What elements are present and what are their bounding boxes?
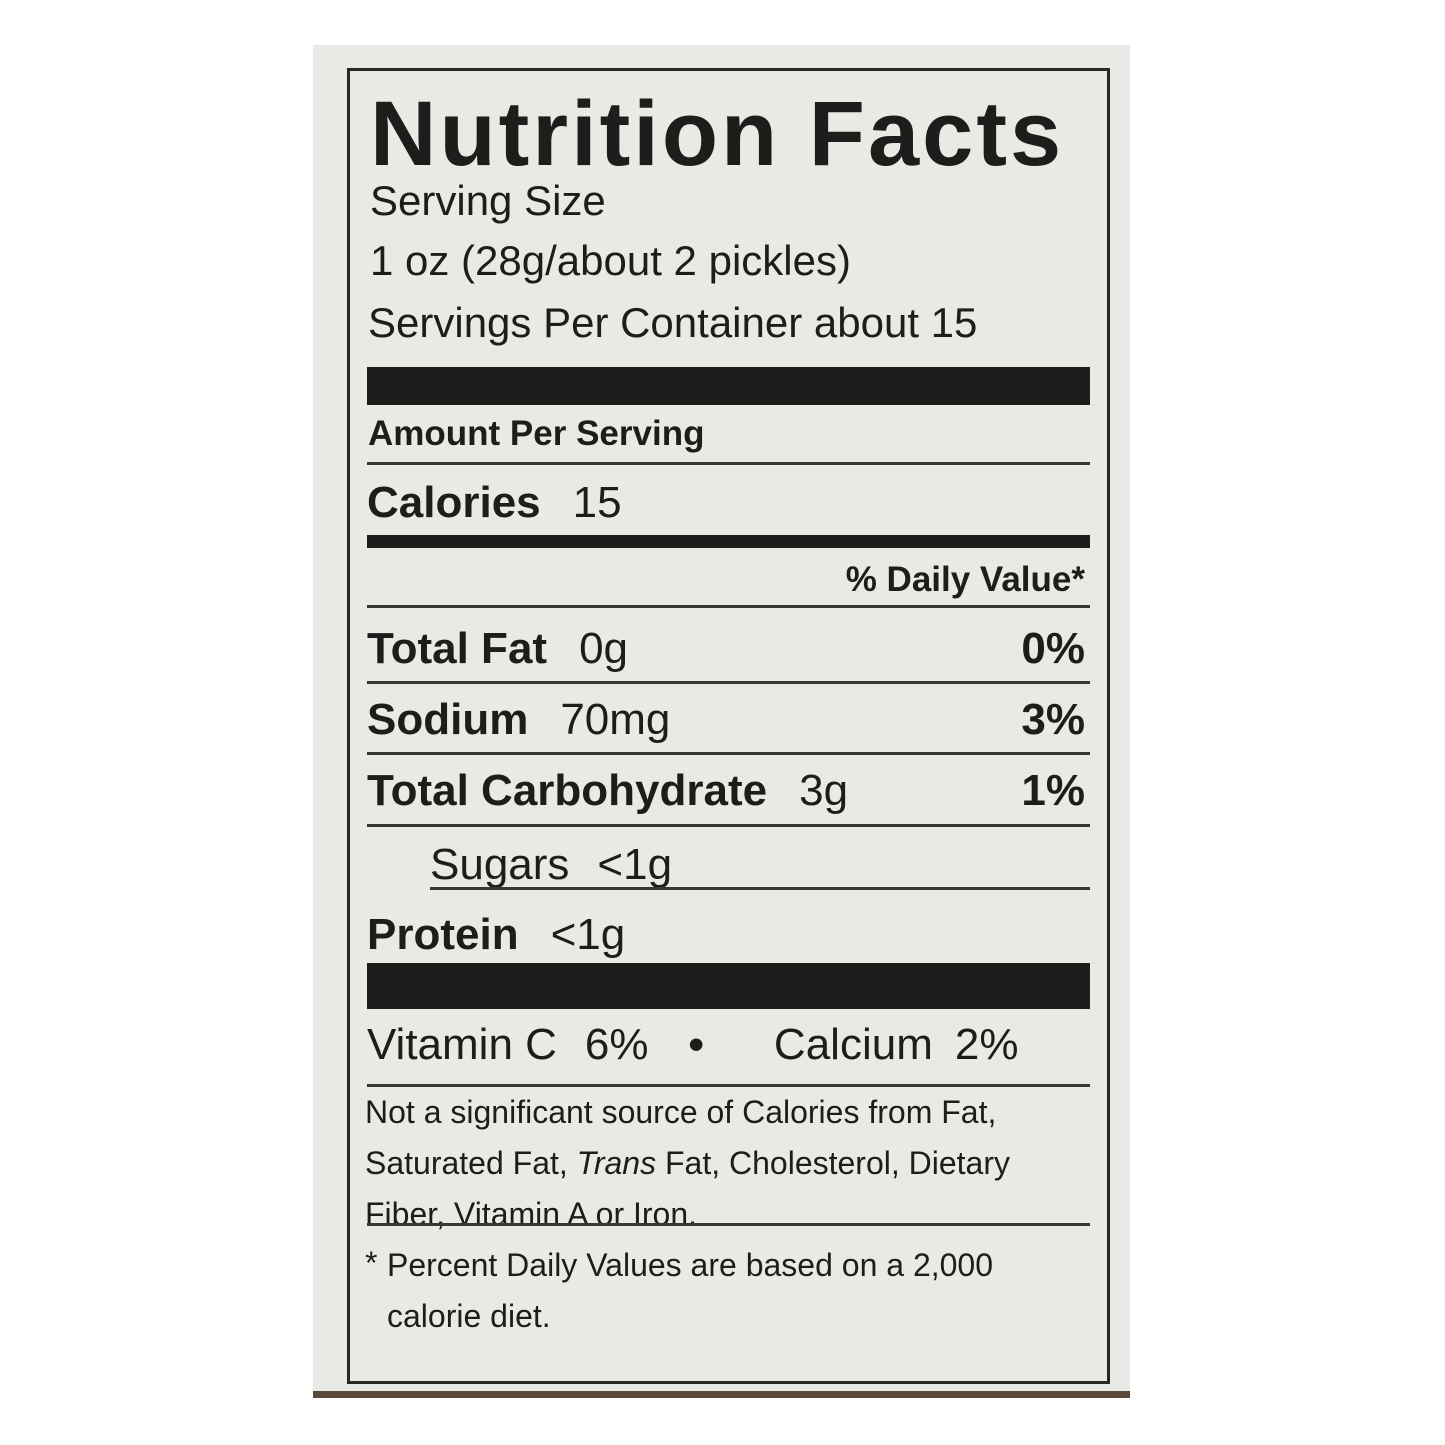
- nutrient-amount: 3g: [799, 766, 849, 815]
- footnote-text: Percent Daily Values are based on a 2,00…: [387, 1247, 994, 1334]
- label-panel: [313, 45, 1130, 1397]
- note-text: Not a significant source of Calories fro…: [365, 1094, 997, 1181]
- divider: [367, 462, 1090, 465]
- nutrient-label: Total Carbohydrate: [367, 766, 768, 815]
- nutrient-amount: 0g: [579, 624, 629, 673]
- nutrient-amount: 70mg: [560, 695, 671, 744]
- vitamins-row: Vitamin C 6% • Calcium 2%: [367, 1020, 1085, 1070]
- serving-size-label: Serving Size: [370, 177, 606, 224]
- calcium-label: Calcium: [773, 1020, 933, 1069]
- divider: [430, 887, 1090, 890]
- divider: [367, 752, 1090, 755]
- nutrient-label: Sugars: [430, 840, 570, 889]
- thick-divider: [367, 367, 1090, 405]
- vitamin-c-label: Vitamin C: [367, 1020, 557, 1069]
- calories-value: 15: [572, 478, 622, 527]
- nutrient-dv: 1%: [1021, 766, 1085, 815]
- divider: [367, 824, 1090, 827]
- divider: [367, 681, 1090, 684]
- amount-per-serving: Amount Per Serving: [368, 414, 705, 453]
- nutrient-amount: <1g: [550, 910, 626, 959]
- calcium-value: 2%: [954, 1020, 1019, 1069]
- nutrient-label: Total Fat: [367, 624, 548, 673]
- serving-size-value: 1 oz (28g/about 2 pickles): [370, 237, 851, 284]
- nutrient-amount: <1g: [597, 840, 673, 889]
- thick-divider: [367, 963, 1090, 1009]
- divider: [367, 605, 1090, 608]
- nutrient-row-protein: Protein <1g: [367, 910, 1085, 960]
- nutrient-label: Protein: [367, 910, 519, 959]
- nutrient-row-total-carbohydrate: Total Carbohydrate 3g 1%: [367, 766, 1085, 816]
- divider: [367, 1084, 1090, 1087]
- note-italic: Trans: [576, 1145, 657, 1181]
- divider: [367, 1223, 1090, 1226]
- package-edge: [313, 1391, 1130, 1398]
- nutrient-dv: 3%: [1021, 695, 1085, 744]
- note-text: Fat, Cholesterol, Dietary Fiber, Vitamin…: [365, 1145, 1010, 1232]
- servings-per-container: Servings Per Container about 15: [368, 299, 978, 346]
- calories-row: Calories 15: [367, 478, 1085, 528]
- nutrition-facts-box: [347, 68, 1110, 1384]
- not-significant-note: Not a significant source of Calories fro…: [365, 1087, 1095, 1240]
- daily-value-header: % Daily Value*: [845, 560, 1085, 599]
- vitamin-c-value: 6%: [584, 1020, 649, 1069]
- medium-divider: [367, 535, 1090, 548]
- nutrient-label: Sodium: [367, 695, 529, 744]
- calories-label: Calories: [367, 478, 541, 527]
- footnote-star: *: [365, 1245, 378, 1281]
- nutrient-row-total-fat: Total Fat 0g 0%: [367, 624, 1085, 674]
- title: Nutrition Facts: [370, 83, 1065, 185]
- nutrient-dv: 0%: [1021, 624, 1085, 673]
- nutrient-row-sugars: Sugars <1g: [430, 840, 1085, 890]
- nutrient-row-sodium: Sodium 70mg 3%: [367, 695, 1085, 745]
- bullet-separator: •: [688, 1020, 704, 1069]
